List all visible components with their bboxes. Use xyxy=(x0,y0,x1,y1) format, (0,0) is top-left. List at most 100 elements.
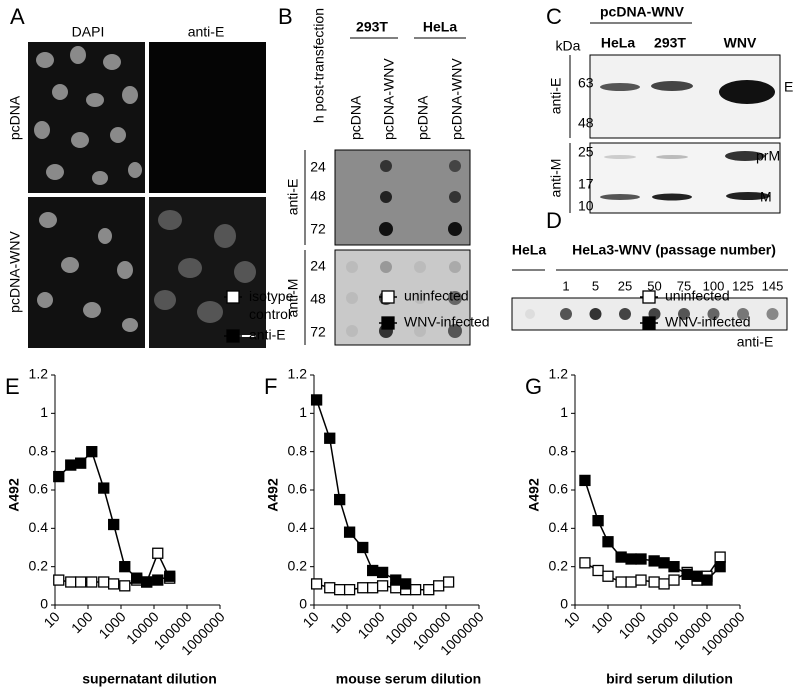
marker xyxy=(367,564,379,577)
time-label: 24 xyxy=(310,159,326,175)
x-axis-label: supernatant dilution xyxy=(82,671,217,687)
marker xyxy=(53,470,65,483)
y-tick-label: 0.2 xyxy=(29,557,49,573)
marker xyxy=(65,576,77,588)
band xyxy=(604,155,636,159)
y-tick-label: 1.2 xyxy=(288,366,308,382)
marker xyxy=(635,553,647,565)
micrograph xyxy=(149,42,266,193)
y-tick-label: 0.8 xyxy=(549,442,569,458)
marker xyxy=(409,584,422,596)
blot-label: anti-E xyxy=(285,179,301,216)
cell-line: HeLa xyxy=(423,19,457,35)
panel-letter: B xyxy=(278,4,293,29)
marker xyxy=(658,557,670,569)
group-label: HeLa3-WNV (passage number) xyxy=(572,242,776,258)
y-tick-label: 0.8 xyxy=(288,442,308,458)
marker xyxy=(648,576,660,588)
stained-cells xyxy=(154,210,256,323)
marker xyxy=(579,474,591,487)
legend-marker xyxy=(381,290,395,304)
marker xyxy=(53,574,65,586)
marker xyxy=(602,570,614,582)
panel-c: C pcDNA-WNV kDa HeLa 293T WNV anti-E ant… xyxy=(546,4,793,214)
marker xyxy=(310,578,323,590)
band xyxy=(600,194,640,200)
panel-letter: D xyxy=(546,208,562,233)
y-axis-label: A492 xyxy=(6,478,22,512)
marker xyxy=(357,541,369,554)
y-tick-label: 1 xyxy=(560,404,568,420)
time-label: 72 xyxy=(310,324,326,340)
series-line xyxy=(58,450,170,583)
time-label: 48 xyxy=(310,291,326,307)
band xyxy=(719,80,775,104)
marker xyxy=(390,574,402,586)
marker-label: 48 xyxy=(578,115,594,131)
antibody-label: anti-E xyxy=(737,334,774,350)
band-label: M xyxy=(760,189,772,205)
y-tick-label: 0.2 xyxy=(549,557,569,573)
panel-letter: G xyxy=(525,374,542,399)
marker-label: 63 xyxy=(578,75,594,91)
marker xyxy=(108,578,120,590)
marker xyxy=(602,536,614,548)
y-tick-label: 1.2 xyxy=(549,366,569,382)
marker xyxy=(714,551,726,563)
x-axis-label: mouse serum dilution xyxy=(336,671,481,687)
marker xyxy=(701,574,713,586)
column-label: DAPI xyxy=(72,24,105,40)
marker xyxy=(625,553,637,565)
marker xyxy=(86,446,98,458)
marker xyxy=(714,561,726,573)
marker-label: 25 xyxy=(578,144,594,160)
dot xyxy=(737,308,749,320)
legend-marker xyxy=(226,329,240,343)
lane-label: pcDNA xyxy=(348,95,364,140)
column-label: anti-E xyxy=(188,24,225,40)
marker xyxy=(400,578,412,590)
passages: 1 5 25 50 75 100 125 145 xyxy=(560,278,783,320)
lane-label: pcDNA xyxy=(415,95,431,140)
marker xyxy=(433,580,445,592)
passage-label: 75 xyxy=(677,278,691,293)
marker xyxy=(65,459,77,471)
passage-label: 100 xyxy=(703,278,725,293)
marker xyxy=(108,518,120,531)
marker xyxy=(442,576,455,588)
y-tick-label: 0 xyxy=(560,596,568,612)
marker xyxy=(625,576,637,588)
legend-label: WNV-infected xyxy=(404,314,490,330)
control-label: HeLa xyxy=(512,242,546,258)
marker xyxy=(119,580,131,592)
passage-label: 50 xyxy=(647,278,661,293)
marker xyxy=(357,582,369,594)
marker xyxy=(164,570,176,582)
marker xyxy=(98,576,110,588)
x-tick-label: 100 xyxy=(68,608,96,636)
band xyxy=(725,151,765,161)
marker xyxy=(423,584,435,596)
band-label: E xyxy=(784,79,793,95)
panel-letter: F xyxy=(264,374,277,399)
band-label: prM xyxy=(756,148,780,164)
legend-marker xyxy=(642,290,656,304)
band xyxy=(600,83,640,91)
group-label: pcDNA-WNV xyxy=(600,4,685,20)
y-tick-label: 0 xyxy=(40,596,48,612)
dot xyxy=(560,308,572,320)
lane-label: 293T xyxy=(654,35,686,51)
marker xyxy=(592,564,604,577)
blot-label: anti-M xyxy=(548,159,564,198)
marker xyxy=(334,584,346,596)
marker-label: 17 xyxy=(578,176,594,192)
lane-label: HeLa xyxy=(601,35,635,51)
band xyxy=(656,155,688,159)
y-tick-label: 0.4 xyxy=(29,519,49,535)
panel-b: B h post-transfection 293T HeLa pcDNA pc… xyxy=(278,4,471,346)
y-axis-label: A492 xyxy=(265,478,281,512)
legend-marker xyxy=(381,316,395,330)
lane-label: WNV xyxy=(724,35,757,51)
marker xyxy=(86,576,98,588)
y-tick-label: 0.6 xyxy=(549,481,569,497)
